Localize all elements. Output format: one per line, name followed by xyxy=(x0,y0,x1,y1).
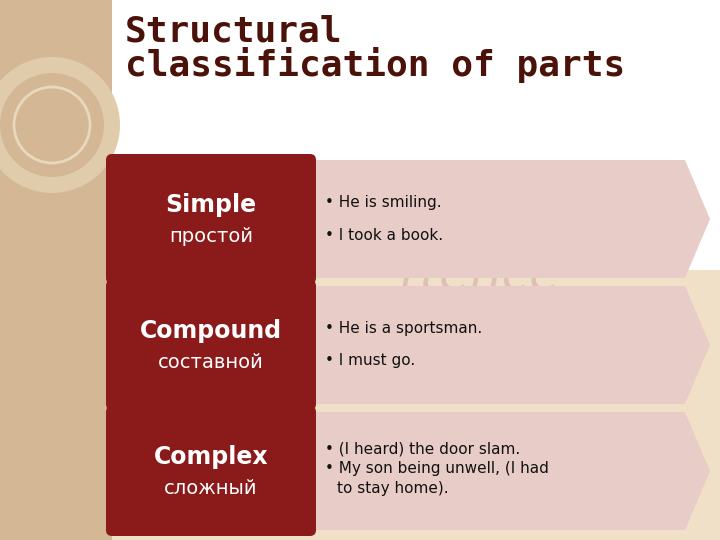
Text: Structural: Structural xyxy=(125,15,343,49)
Circle shape xyxy=(0,73,104,177)
Polygon shape xyxy=(310,286,710,404)
Text: rtence: rtence xyxy=(400,251,560,299)
Text: • He is a sportsman.: • He is a sportsman. xyxy=(325,321,482,336)
Text: простой: простой xyxy=(169,227,253,246)
Text: classification of parts: classification of parts xyxy=(125,47,625,83)
Text: • My son being unwell, (I had: • My son being unwell, (I had xyxy=(325,462,549,476)
Text: • (I heard) the door slam.: • (I heard) the door slam. xyxy=(325,442,521,456)
Text: сложный: сложный xyxy=(164,480,258,498)
Bar xyxy=(112,0,720,270)
Text: • I took a book.: • I took a book. xyxy=(325,227,443,242)
Polygon shape xyxy=(310,160,710,278)
FancyBboxPatch shape xyxy=(106,406,316,536)
Text: to stay home).: to stay home). xyxy=(337,482,449,496)
Text: составной: составной xyxy=(158,354,264,373)
Bar xyxy=(0,0,112,540)
Circle shape xyxy=(0,57,120,193)
Text: Complex: Complex xyxy=(153,445,269,469)
Polygon shape xyxy=(310,412,710,530)
Text: • He is smiling.: • He is smiling. xyxy=(325,195,441,211)
Text: • I must go.: • I must go. xyxy=(325,354,415,368)
FancyBboxPatch shape xyxy=(106,280,316,410)
Text: Compound: Compound xyxy=(140,319,282,343)
FancyBboxPatch shape xyxy=(106,154,316,284)
Text: Simple: Simple xyxy=(166,193,256,217)
